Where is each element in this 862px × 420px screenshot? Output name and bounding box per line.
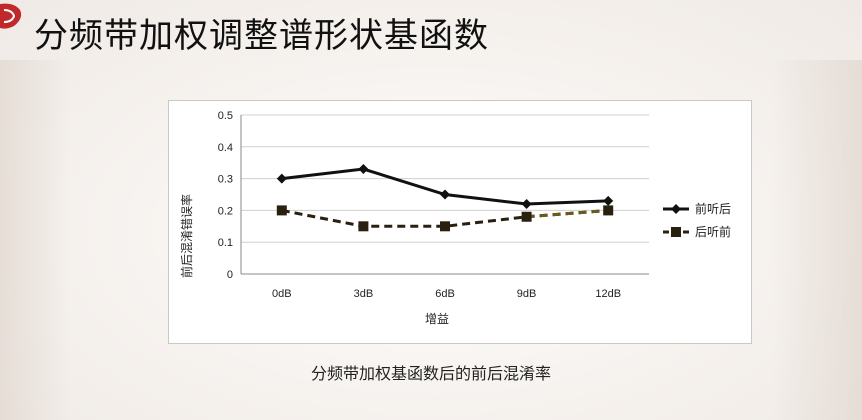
data-point xyxy=(603,205,614,216)
legend-label: 前听后 xyxy=(695,201,731,216)
series-layer xyxy=(276,164,614,232)
y-tick-label: 0 xyxy=(227,269,233,281)
slide-title: 分频带加权调整谱形状基函数 xyxy=(34,16,489,56)
y-tick-label: 0.1 xyxy=(218,237,233,249)
data-point xyxy=(521,211,532,222)
legend-label: 后听前 xyxy=(695,224,731,239)
line-chart: 0 0.1 0.2 0.3 0.4 0.5 0dB 3dB 6dB 9dB 12dB 前后混淆错误率… xyxy=(179,110,731,326)
x-tick-label: 6dB xyxy=(435,288,455,300)
x-axis-title: 增益 xyxy=(425,312,449,326)
y-tick-label: 0.2 xyxy=(218,205,233,217)
background-watermark-right xyxy=(772,60,862,420)
y-tick-label: 0.4 xyxy=(218,142,233,154)
legend-marker xyxy=(671,204,681,214)
data-point xyxy=(276,205,287,216)
data-point xyxy=(358,164,369,175)
x-tick-label: 3dB xyxy=(354,288,374,300)
y-tick-label: 0.5 xyxy=(218,110,233,122)
data-point xyxy=(440,221,450,232)
data-point xyxy=(276,173,287,184)
x-tick-label: 12dB xyxy=(595,288,621,300)
y-tick-label: 0.3 xyxy=(218,174,233,186)
data-point xyxy=(521,199,532,210)
data-point xyxy=(440,189,450,200)
axis-layer: 0 0.1 0.2 0.3 0.4 0.5 0dB 3dB 6dB 9dB 12dB xyxy=(218,110,649,300)
legend-marker xyxy=(671,227,681,237)
figure-caption: 分频带加权基函数后的前后混淆率 xyxy=(310,364,551,383)
logo-icon xyxy=(0,3,22,29)
data-point xyxy=(358,221,369,232)
y-axis-title: 前后混淆错误率 xyxy=(179,194,194,278)
x-tick-label: 0dB xyxy=(272,288,292,300)
x-tick-label: 9dB xyxy=(517,288,537,300)
background-watermark-left xyxy=(0,60,70,420)
series-line-2-tail xyxy=(526,208,609,219)
chart-panel: 0 0.1 0.2 0.3 0.4 0.5 0dB 3dB 6dB 9dB 12dB 前后混淆错误率… xyxy=(168,100,752,344)
data-point xyxy=(603,195,614,206)
